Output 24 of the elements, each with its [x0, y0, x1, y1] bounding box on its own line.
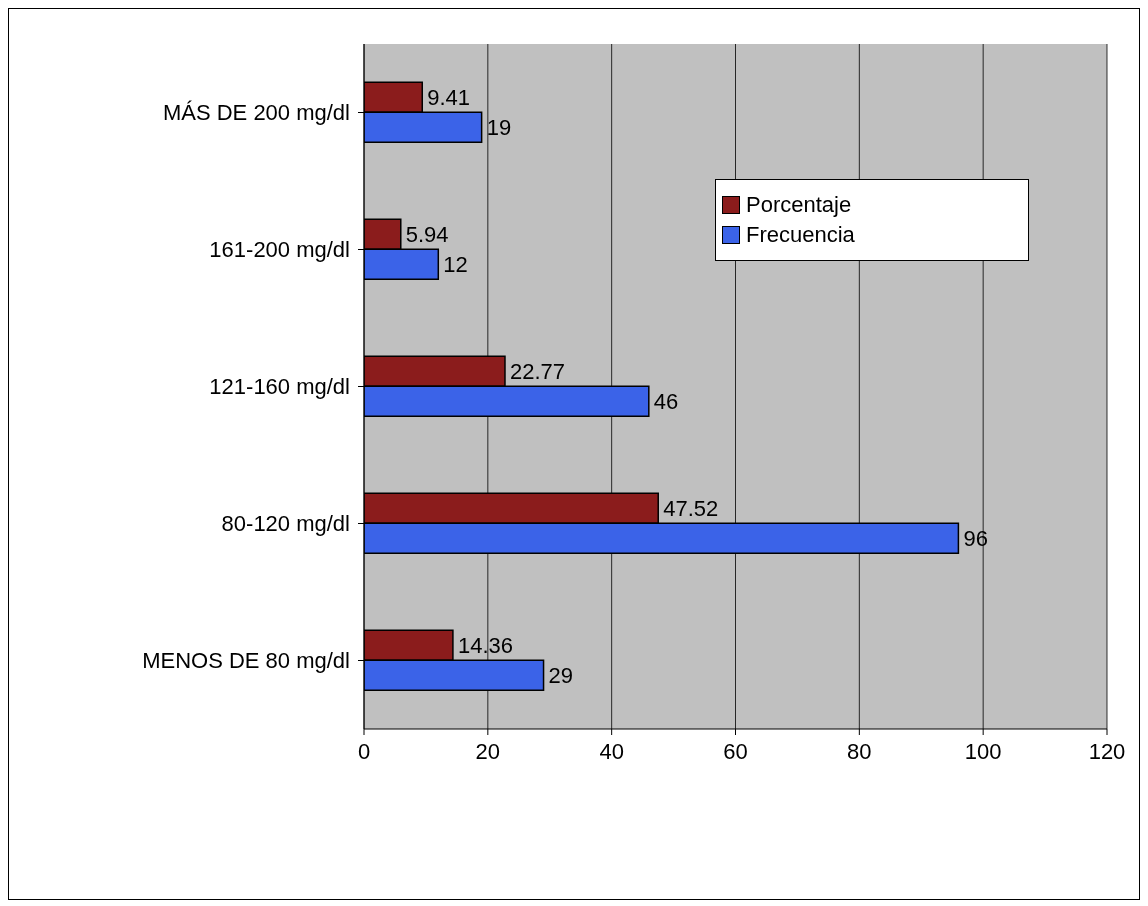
data-label: 9.41: [427, 85, 471, 111]
data-label: 46: [653, 389, 679, 415]
legend-label: Frecuencia: [746, 222, 855, 248]
data-label: 14.36: [457, 633, 513, 659]
legend-label: Porcentaje: [746, 192, 852, 218]
y-tick-label: MÁS DE 200 mg/dl: [162, 100, 350, 126]
data-label: 47.52: [663, 496, 719, 522]
x-tick-label: 60: [723, 738, 748, 764]
data-label: 5.94: [405, 222, 449, 248]
data-label: 19: [486, 115, 512, 141]
y-tick-label: 161-200 mg/dl: [209, 237, 350, 263]
y-tick-label: MENOS DE 80 mg/dl: [142, 648, 350, 674]
data-label: 22.77: [509, 359, 566, 385]
data-label: 29: [548, 663, 574, 689]
x-tick-label: 80: [847, 738, 872, 764]
y-tick-label: 121-160 mg/dl: [209, 374, 350, 400]
x-tick-label: 120: [1088, 738, 1126, 764]
x-tick-label: 100: [964, 738, 1002, 764]
x-tick-label: 40: [599, 738, 624, 764]
data-label: 12: [443, 252, 468, 278]
x-tick-label: 20: [475, 738, 501, 764]
data-label: 96: [963, 526, 988, 552]
y-tick-label: 80-120 mg/dl: [221, 511, 350, 537]
x-tick-label: 0: [357, 738, 371, 764]
